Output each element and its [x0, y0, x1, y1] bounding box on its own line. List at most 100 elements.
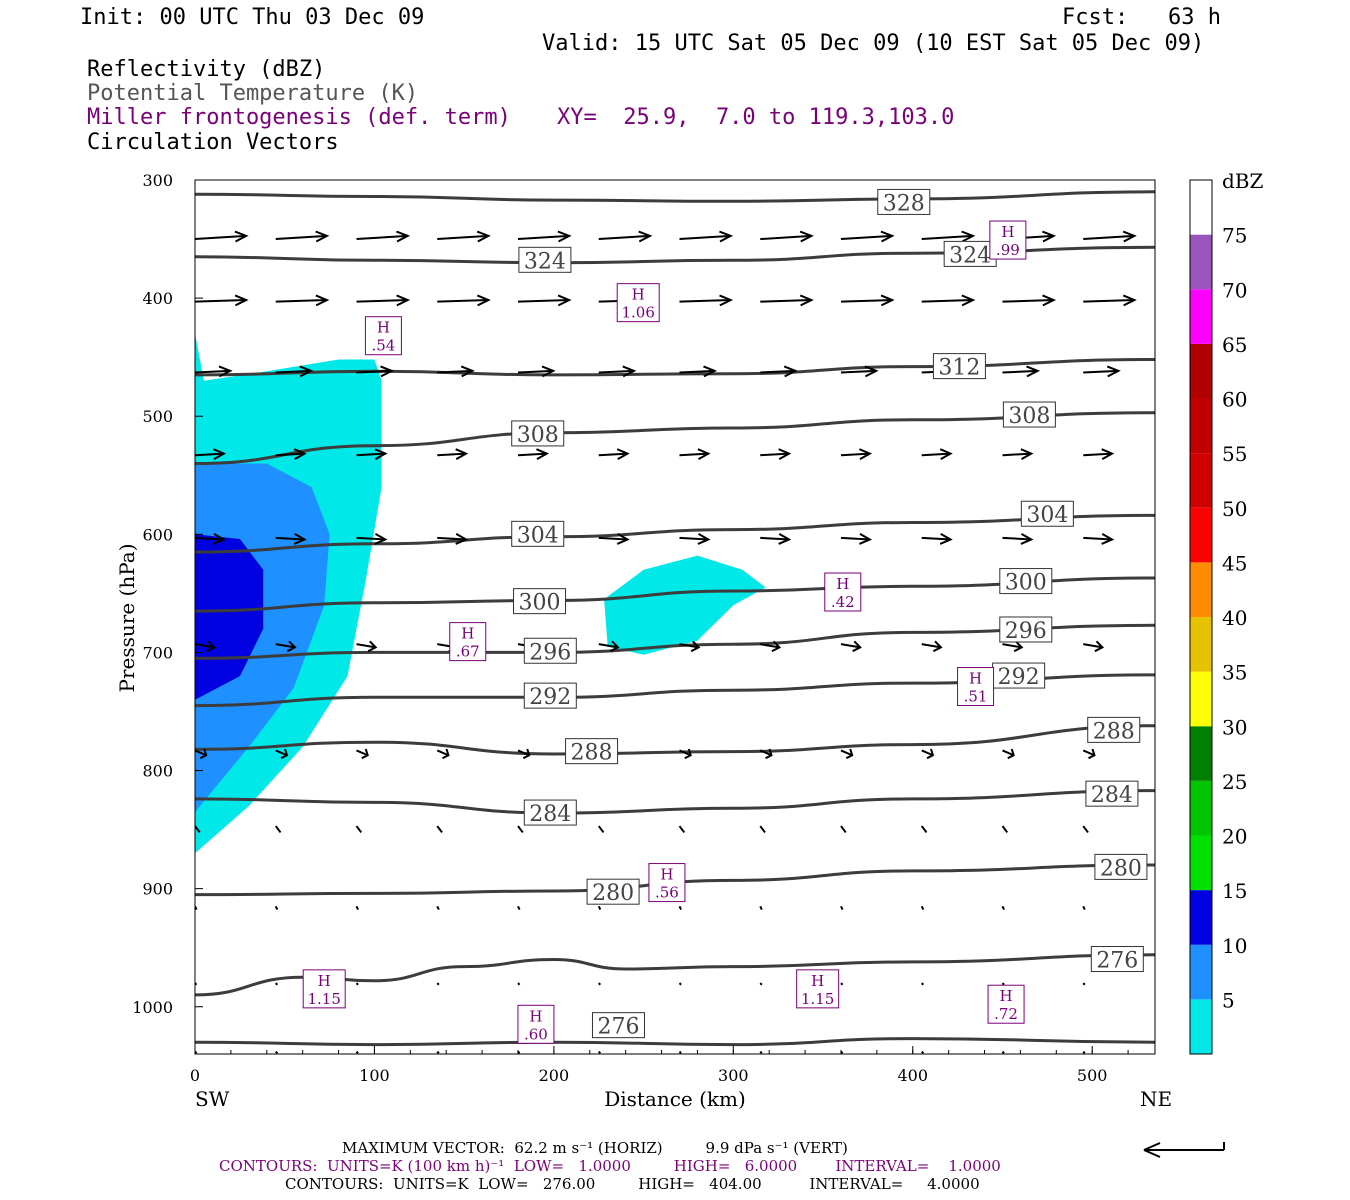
circulation-vector — [1082, 825, 1089, 834]
colorbar-swatch — [1190, 726, 1212, 781]
circulation-vector — [195, 640, 216, 653]
contours-theta-note: CONTOURS: UNITS=K LOW= 276.00 HIGH= 404.… — [285, 1175, 980, 1193]
circulation-vector — [760, 533, 792, 545]
circulation-vector — [436, 825, 443, 834]
circulation-vector — [274, 825, 282, 834]
colorbar-level: 20 — [1222, 825, 1247, 849]
theta-label: 284 — [523, 799, 577, 827]
y-tick: 800 — [142, 762, 203, 781]
circulation-vector — [275, 640, 297, 653]
svg-text:H: H — [1001, 223, 1014, 241]
x-axis-label: Distance (km) — [604, 1087, 746, 1111]
y-tick: 400 — [142, 289, 203, 308]
y-tick: 700 — [142, 643, 203, 662]
circulation-vector — [275, 294, 330, 307]
circulation-vector — [275, 748, 289, 760]
colorbar-level: 65 — [1222, 333, 1247, 357]
theta-label: 292 — [523, 682, 577, 710]
svg-text:300: 300 — [1005, 571, 1047, 596]
svg-text:300: 300 — [718, 1066, 749, 1085]
circulation-vector — [1082, 982, 1086, 986]
colorbar-level: 50 — [1222, 497, 1247, 521]
circulation-vector — [195, 825, 201, 834]
svg-text:600: 600 — [142, 525, 173, 544]
circulation-vector — [1001, 1050, 1005, 1054]
svg-text:900: 900 — [142, 880, 173, 899]
svg-text:500: 500 — [142, 407, 173, 426]
circulation-vector — [275, 982, 279, 986]
circulation-vector — [679, 748, 692, 760]
svg-text:500: 500 — [1077, 1066, 1108, 1085]
colorbar-level: 45 — [1222, 551, 1247, 575]
frontogenesis-max: H.99 — [989, 220, 1027, 260]
circulation-vector — [1083, 533, 1115, 545]
circulation-vector — [356, 640, 378, 653]
theta-label: 276 — [591, 1012, 645, 1040]
circulation-vector — [921, 294, 976, 307]
theta-contour-308 — [195, 411, 1155, 465]
svg-text:284: 284 — [1091, 783, 1133, 808]
colorbar-swatch — [1190, 289, 1212, 344]
circulation-vector — [195, 294, 249, 307]
circulation-vector — [598, 365, 637, 378]
svg-text:800: 800 — [142, 762, 173, 781]
circulation-vector — [598, 448, 630, 461]
theta-contour-304 — [195, 513, 1155, 554]
circulation-vectors — [195, 230, 1137, 1054]
colorbar-level: 40 — [1222, 606, 1247, 630]
circulation-vector — [356, 748, 369, 760]
svg-text:400: 400 — [142, 289, 173, 308]
svg-text:276: 276 — [1096, 949, 1138, 974]
colorbar-level: 15 — [1222, 879, 1247, 903]
theta-label: 296 — [523, 637, 577, 665]
circulation-vector — [275, 448, 307, 461]
frontogenesis-max: H1.15 — [796, 969, 840, 1009]
circulation-vector — [195, 748, 208, 760]
svg-text:292: 292 — [529, 685, 571, 710]
theta-label: 304 — [511, 520, 565, 548]
circulation-vector — [436, 748, 450, 760]
svg-text:300: 300 — [142, 171, 173, 190]
svg-text:.60: .60 — [524, 1025, 548, 1043]
circulation-vector — [275, 533, 307, 545]
plot-frame — [194, 179, 1156, 1055]
colorbar-swatch — [1190, 562, 1212, 617]
circulation-vector — [355, 825, 363, 834]
circulation-vector — [679, 294, 734, 307]
theta-contour-300 — [195, 576, 1155, 613]
svg-text:H: H — [969, 670, 982, 688]
frontogenesis-max: H.60 — [517, 1004, 555, 1044]
colorbar-swatch — [1190, 398, 1212, 454]
circulation-vector — [1082, 905, 1086, 911]
frontogenesis-max: H.54 — [364, 316, 402, 356]
reflectivity-5-region — [604, 555, 766, 655]
svg-text:H: H — [632, 286, 645, 304]
circulation-vector — [1083, 448, 1115, 461]
circulation-vector — [1002, 365, 1041, 378]
circulation-vector — [275, 230, 330, 243]
circulation-vector — [598, 230, 653, 243]
colorbar-swatch — [1190, 180, 1212, 235]
circulation-vector — [1083, 365, 1121, 378]
theta-contour-288 — [195, 724, 1155, 756]
colorbar-swatch — [1190, 507, 1212, 563]
colorbar-level: 25 — [1222, 770, 1247, 794]
theta-label: 300 — [999, 568, 1053, 596]
circulation-vector — [437, 294, 491, 307]
circulation-vector — [840, 640, 862, 653]
field-potential-temperature: Potential Temperature (K) — [87, 81, 419, 106]
circulation-vector — [1002, 748, 1015, 760]
theta-labels: 328 324 324 312 308 308 304 304 300 300 296 296 292 2… — [511, 188, 1148, 1040]
circulation-vector — [678, 1050, 682, 1054]
reference-vector-arrow — [1143, 1142, 1225, 1158]
y-tick: 1000 — [132, 998, 203, 1017]
svg-text:300: 300 — [519, 591, 561, 616]
forecast-hour: Fcst: 63 h — [1062, 5, 1221, 30]
circulation-vector — [517, 905, 521, 911]
circulation-vector — [760, 448, 792, 461]
circulation-vector — [679, 230, 734, 243]
circulation-vector — [598, 1050, 602, 1054]
theta-label: 324 — [943, 240, 997, 268]
colorbar-swatch — [1190, 617, 1212, 672]
circulation-vector — [597, 905, 602, 911]
